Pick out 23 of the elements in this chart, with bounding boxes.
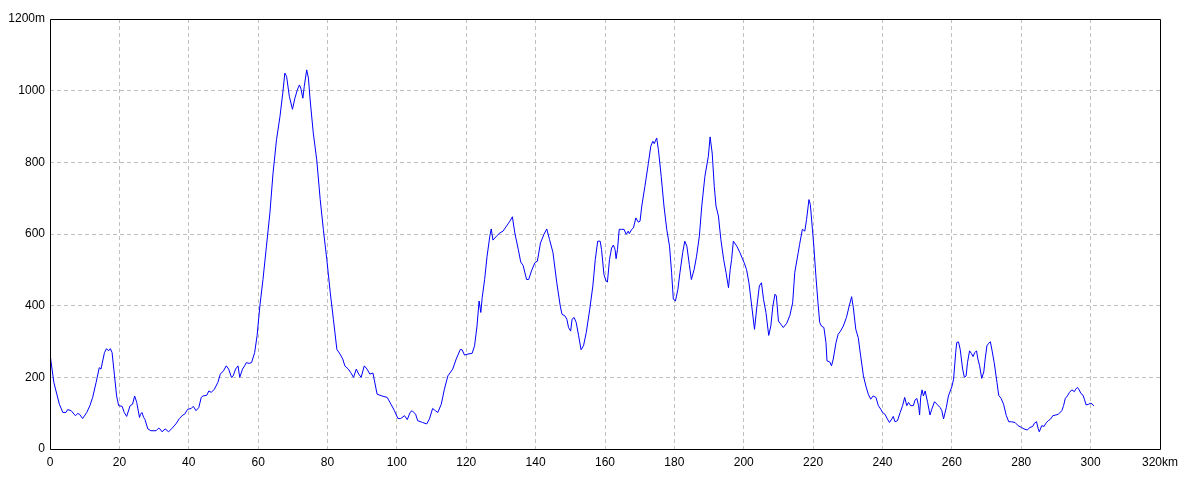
x-tick-label: 200: [733, 454, 755, 469]
x-tick-label: 140: [525, 454, 546, 469]
x-tick-label: 280: [1011, 454, 1032, 469]
x-tick-label: 120: [456, 454, 477, 469]
x-tick-label: 60: [251, 454, 266, 469]
y-tick-label: 200: [24, 369, 46, 384]
x-tick-label: 80: [320, 454, 335, 469]
x-tick-label: 240: [872, 454, 893, 469]
x-tick-label: 220: [803, 454, 824, 469]
x-tick-label: 40: [182, 454, 196, 469]
y-tick-label: 800: [24, 154, 46, 169]
x-tick-label: 300: [1080, 454, 1101, 469]
y-tick-label: 400: [24, 297, 46, 312]
x-tick-label: 160: [594, 454, 616, 469]
x-tick-label: 20: [112, 454, 127, 469]
y-tick-label: 600: [24, 226, 46, 241]
y-tick-label: 0: [38, 441, 46, 456]
x-tick-label: 260: [941, 454, 963, 469]
x-tick-label: 320km: [1141, 454, 1179, 469]
y-tick-label: 1000: [18, 82, 46, 97]
x-tick-label: 180: [664, 454, 685, 469]
y-tick-label: 1200m: [8, 11, 45, 26]
x-tick-label: 100: [386, 454, 408, 469]
